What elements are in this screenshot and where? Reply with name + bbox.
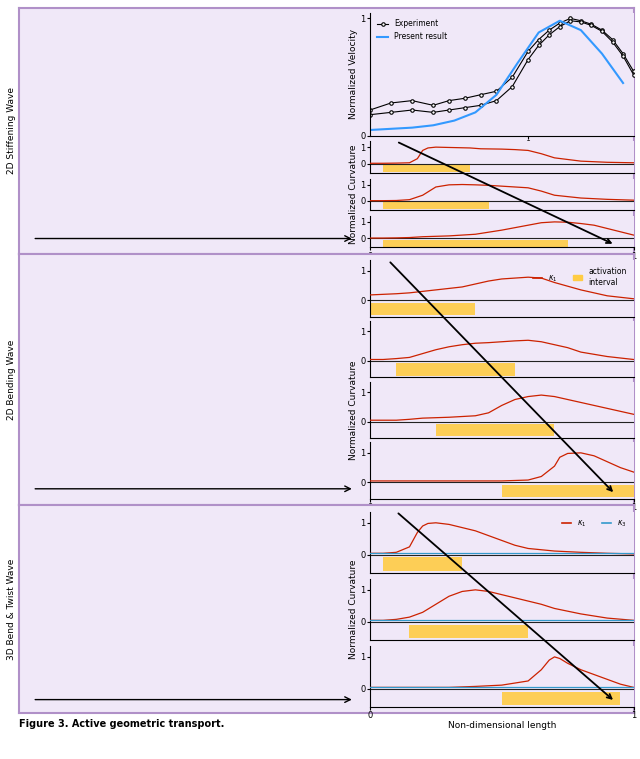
Experiment [508, 73, 516, 82]
Experiment [535, 35, 543, 44]
Text: b: b [27, 262, 35, 275]
Experiment [545, 26, 553, 35]
Text: a: a [27, 15, 35, 28]
Experiment [588, 20, 595, 29]
Line: Present result: Present result [370, 20, 623, 130]
Present result [556, 16, 564, 25]
X-axis label: Non-dimensional length: Non-dimensional length [447, 513, 556, 522]
Present result [429, 121, 437, 130]
Bar [436, 424, 554, 436]
Present result [535, 28, 543, 37]
Present result [366, 125, 374, 134]
Present result [451, 116, 458, 125]
Y-axis label: Normalized Velocity: Normalized Velocity [349, 29, 358, 119]
Bar [383, 557, 462, 571]
Present result [472, 108, 479, 117]
Text: c: c [27, 511, 34, 524]
Bar [383, 165, 470, 172]
Experiment [493, 87, 500, 96]
Y-axis label: Normalized Curvature: Normalized Curvature [349, 145, 358, 244]
X-axis label: Normalized Time: Normalized Time [461, 150, 543, 160]
Experiment [620, 49, 627, 58]
Experiment [566, 14, 574, 23]
Bar [502, 485, 634, 497]
Experiment [556, 18, 564, 27]
Legend: Experiment, Present result: Experiment, Present result [374, 17, 451, 44]
Present result [514, 58, 522, 68]
Experiment [630, 67, 637, 76]
Present result [620, 78, 627, 87]
Text: 2D Bending Wave: 2D Bending Wave [7, 339, 16, 420]
Experiment [366, 106, 374, 115]
Present result [577, 26, 585, 35]
Bar [410, 625, 528, 638]
Experiment [429, 101, 437, 110]
X-axis label: Non-dimensional length: Non-dimensional length [447, 262, 556, 271]
Legend: $\kappa_1$, $\kappa_3$: $\kappa_1$, $\kappa_3$ [559, 515, 630, 532]
Y-axis label: Normalized Curvature: Normalized Curvature [349, 360, 358, 460]
Experiment [461, 93, 468, 102]
Present result [598, 49, 606, 58]
Text: 3D Bend & Twist Wave: 3D Bend & Twist Wave [7, 559, 16, 660]
Present result [408, 123, 416, 132]
Text: Figure 3. Active geometric transport.: Figure 3. Active geometric transport. [19, 720, 225, 729]
Experiment [408, 96, 416, 106]
Present result [493, 90, 500, 99]
Bar [370, 303, 476, 315]
Y-axis label: Normalized Curvature: Normalized Curvature [349, 559, 358, 659]
Experiment [445, 96, 453, 106]
Experiment [387, 99, 395, 108]
Experiment [609, 35, 616, 44]
Bar [396, 364, 515, 376]
Line: Experiment: Experiment [368, 17, 636, 112]
X-axis label: Non-dimensional length: Non-dimensional length [447, 721, 556, 730]
Legend: $\kappa_1$, activation
interval: $\kappa_1$, activation interval [530, 264, 630, 290]
Text: 2D Stiffening Wave: 2D Stiffening Wave [7, 87, 16, 175]
Experiment [598, 26, 606, 35]
Bar [383, 240, 568, 247]
Bar [502, 691, 620, 705]
Bar [383, 203, 488, 209]
Experiment [577, 16, 585, 25]
Experiment [524, 47, 532, 56]
Present result [387, 124, 395, 134]
Experiment [477, 90, 484, 99]
